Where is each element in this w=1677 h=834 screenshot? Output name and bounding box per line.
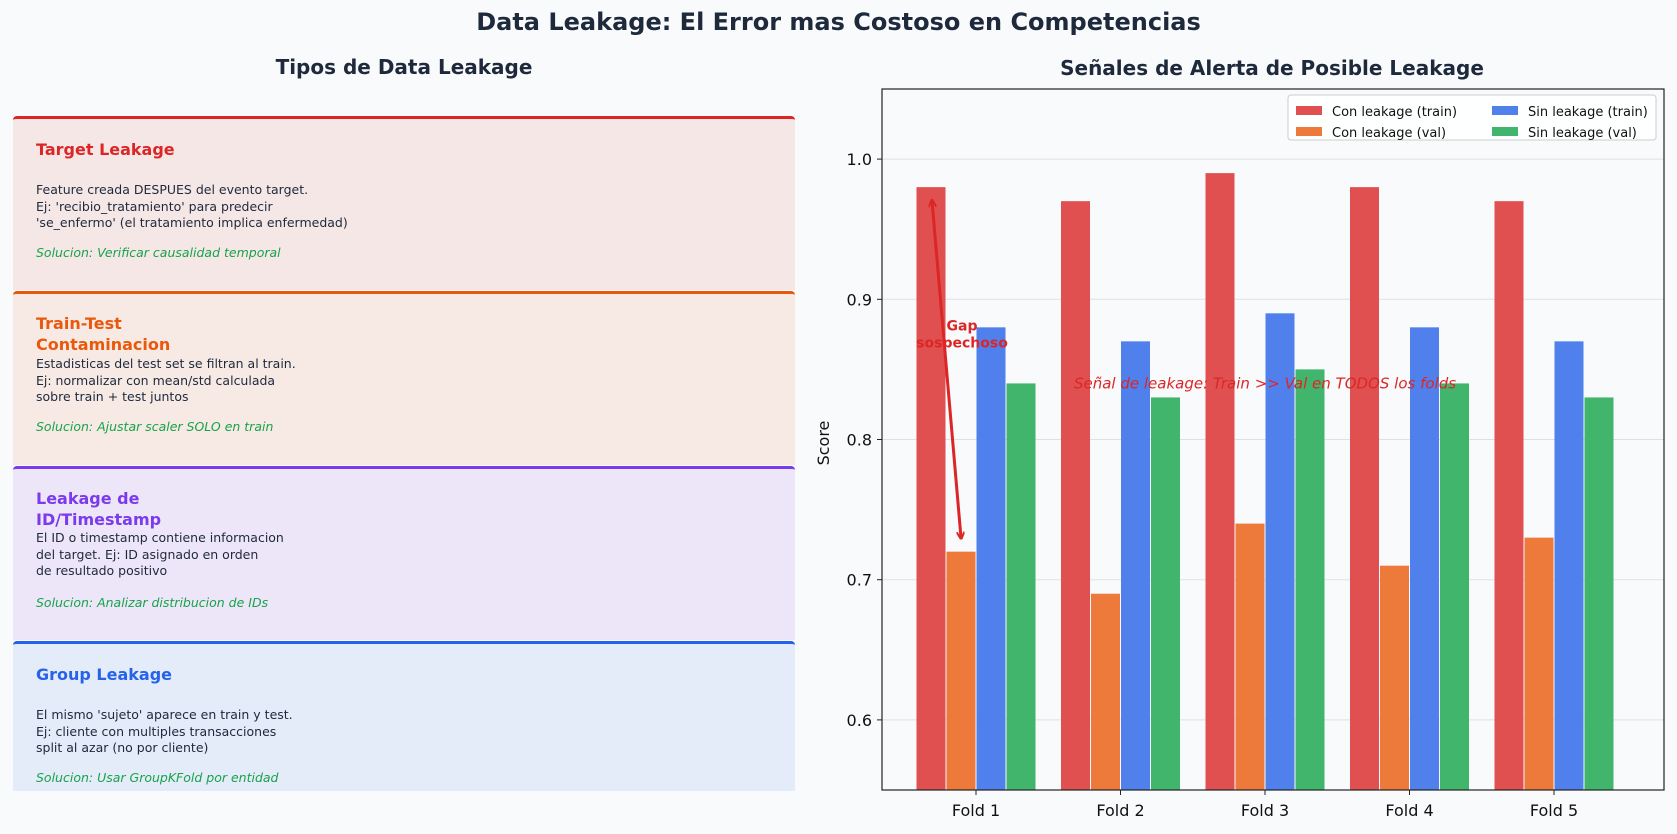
- legend-label: Con leakage (train): [1332, 105, 1457, 120]
- left-panel-title: Tipos de Data Leakage: [275, 55, 533, 79]
- bar: [1151, 397, 1180, 790]
- bars-layer: [916, 173, 1614, 790]
- bar: [1235, 523, 1265, 790]
- card-id-timestamp-leakage: Leakage de ID/Timestamp El ID o timestam…: [13, 466, 795, 640]
- legend-label: Sin leakage (val): [1528, 126, 1637, 141]
- x-tick-label: Fold 2: [1096, 801, 1144, 820]
- card-solution: Solucion: Analizar distribucion de IDs: [36, 595, 269, 610]
- bar: [916, 187, 946, 790]
- bar: [976, 327, 1006, 790]
- y-tick-label: 0.6: [847, 711, 872, 730]
- x-tick-label: Fold 1: [952, 801, 1000, 820]
- legend-swatch: [1296, 106, 1322, 115]
- bar: [1295, 369, 1325, 790]
- card-target-leakage: Target Leakage Feature creada DESPUES de…: [13, 116, 795, 290]
- legend-label: Con leakage (val): [1332, 126, 1446, 141]
- bar: [1121, 341, 1150, 790]
- y-tick-label: 0.7: [847, 571, 872, 590]
- gap-arrow: [932, 201, 961, 537]
- y-tick-label: 0.8: [847, 431, 872, 450]
- card-title: Train-Test Contaminacion: [36, 314, 171, 354]
- bar: [1091, 593, 1120, 790]
- card-description: Estadisticas del test set se filtran al …: [36, 356, 296, 404]
- bar: [946, 551, 976, 790]
- bar: [1061, 201, 1090, 790]
- card-title: Group Leakage: [36, 665, 173, 684]
- card-title: Target Leakage: [36, 140, 175, 159]
- legend-swatch: [1492, 127, 1518, 136]
- card-title: Leakage de ID/Timestamp: [36, 489, 162, 529]
- signal-annotation: Señal de leakage: Train >> Val en TODOS …: [1074, 374, 1456, 392]
- chart-title: Señales de Alerta de Posible Leakage: [1060, 56, 1484, 80]
- x-tick-label: Fold 3: [1241, 801, 1289, 820]
- card-train-test-contaminacion: Train-Test Contaminacion Estadisticas de…: [13, 291, 795, 465]
- bar: [1265, 313, 1295, 790]
- x-tick-label: Fold 5: [1530, 801, 1578, 820]
- y-tick-label: 0.9: [847, 290, 872, 309]
- card-solution: Solucion: Ajustar scaler SOLO en train: [36, 419, 274, 434]
- legend-swatch: [1492, 106, 1518, 115]
- legend: Con leakage (train) Con leakage (val) Sin …: [1287, 94, 1657, 141]
- card-solution: Solucion: Verificar causalidad temporal: [36, 245, 281, 260]
- card-description: El mismo 'sujeto' aparece en train y tes…: [36, 707, 293, 755]
- plot-frame: [881, 88, 1665, 791]
- bar: [1350, 187, 1379, 790]
- bar: [1494, 201, 1524, 790]
- main-title: Data Leakage: El Error mas Costoso en Co…: [476, 8, 1201, 36]
- bar: [1006, 383, 1036, 790]
- card-group-leakage: Group Leakage El mismo 'sujeto' aparece …: [13, 641, 795, 791]
- legend-swatch: [1296, 127, 1322, 136]
- x-tick-label: Fold 4: [1385, 801, 1433, 820]
- annotation-layer: Gap sospechoso Señal de leakage: Train >> …: [916, 201, 1456, 537]
- bar: [1440, 383, 1469, 790]
- y-tick-label: 1.0: [847, 150, 872, 169]
- gap-label: Gap sospechoso: [916, 318, 1008, 351]
- card-solution: Solucion: Usar GroupKFold por entidad: [36, 770, 279, 785]
- card-description: El ID o timestamp contiene informacion d…: [36, 530, 284, 578]
- legend-label: Sin leakage (train): [1528, 105, 1648, 120]
- bar: [1410, 327, 1439, 790]
- axes-layer: 0.6 0.7 0.8 0.9 1.0 Fold 1 Fold 2 Fold 3 Fold 4 F…: [847, 88, 1665, 820]
- legend-box: [1287, 94, 1657, 141]
- y-axis-label: Score: [814, 421, 833, 466]
- bar: [1205, 173, 1235, 790]
- bar: [1554, 341, 1584, 790]
- bar: [1380, 565, 1409, 790]
- bar: [1524, 537, 1554, 790]
- card-description: Feature creada DESPUES del evento target…: [36, 182, 348, 230]
- bar: [1584, 397, 1614, 790]
